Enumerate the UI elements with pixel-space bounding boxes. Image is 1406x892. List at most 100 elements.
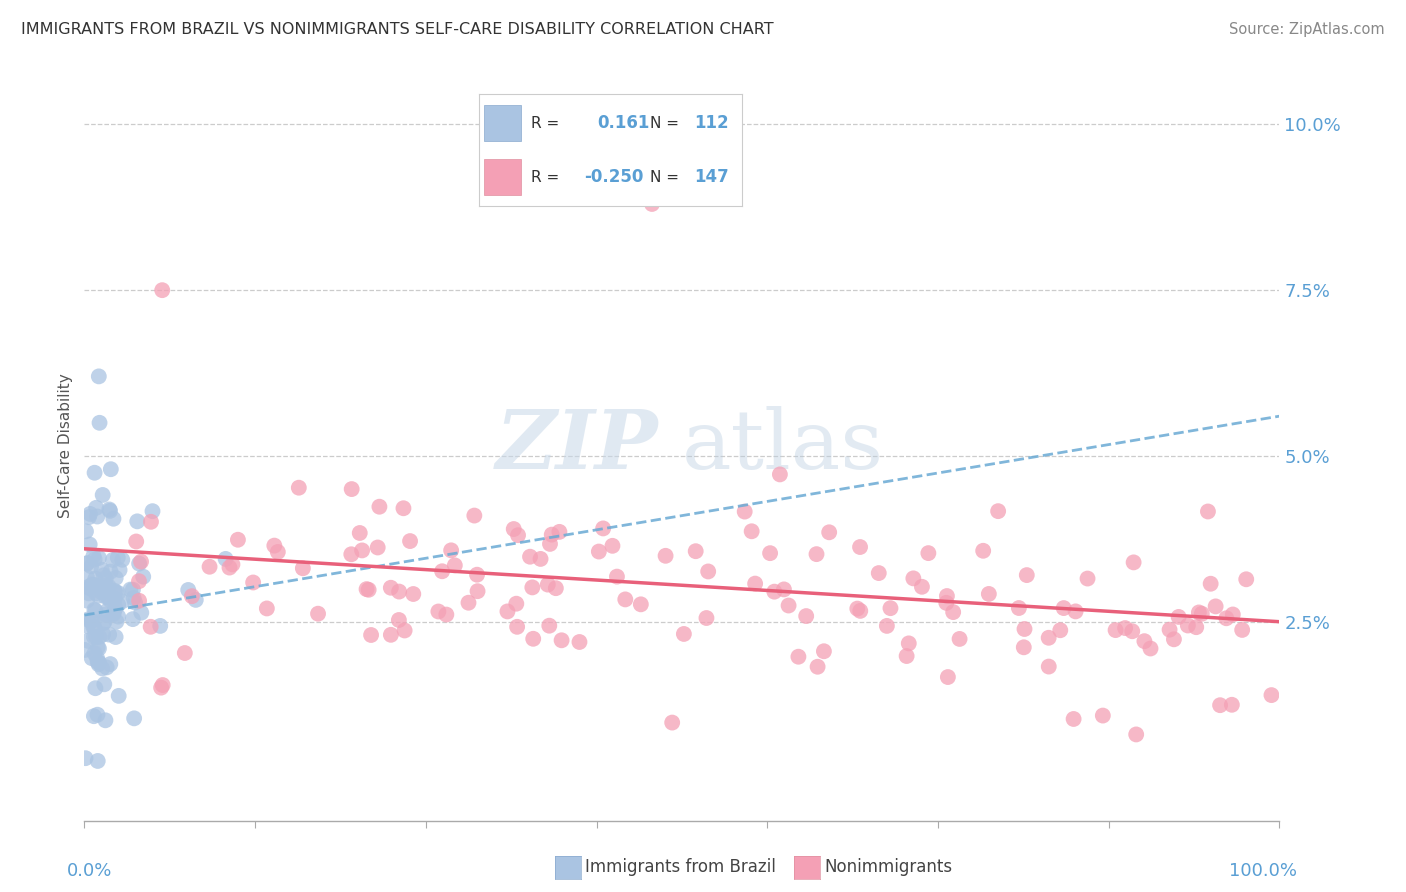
Point — [936, 670, 959, 684]
Point — [139, 515, 162, 529]
Point — [759, 546, 782, 560]
Point — [1222, 607, 1244, 622]
Point — [879, 601, 901, 615]
Point — [1230, 623, 1253, 637]
Point — [127, 514, 149, 528]
Point — [77, 633, 100, 648]
Point — [173, 646, 195, 660]
Point — [76, 557, 98, 571]
Point — [380, 581, 402, 595]
Point — [121, 612, 143, 626]
Point — [122, 591, 145, 605]
Point — [94, 607, 117, 622]
Point — [987, 504, 1010, 518]
Point — [198, 559, 221, 574]
Point — [291, 561, 314, 575]
Point — [1159, 623, 1181, 637]
Point — [129, 555, 152, 569]
Point — [108, 563, 131, 577]
Point — [357, 582, 380, 597]
Point — [1234, 572, 1257, 586]
Point — [1199, 576, 1222, 591]
Point — [388, 584, 411, 599]
Point — [77, 510, 100, 524]
Point — [84, 500, 107, 515]
Point — [75, 751, 97, 765]
Point — [97, 580, 120, 594]
Point — [79, 537, 101, 551]
Point — [91, 661, 114, 675]
Point — [83, 578, 105, 592]
Point — [868, 566, 890, 580]
Point — [537, 577, 560, 591]
Point — [519, 549, 541, 564]
Point — [349, 526, 371, 541]
Point — [98, 627, 121, 641]
Point — [80, 559, 103, 574]
Point — [96, 603, 118, 617]
Text: Nonimmigrants: Nonimmigrants — [824, 858, 952, 877]
Point — [218, 560, 240, 574]
Point — [76, 619, 98, 633]
Point — [465, 567, 488, 582]
Point — [83, 709, 105, 723]
Point — [120, 582, 142, 597]
Point — [1012, 640, 1035, 655]
Point — [388, 613, 411, 627]
Point — [122, 711, 145, 725]
Point — [83, 603, 105, 617]
Point — [550, 633, 572, 648]
Point — [89, 630, 111, 644]
Point — [505, 597, 527, 611]
Point — [1205, 599, 1227, 614]
Text: Immigrants from Brazil: Immigrants from Brazil — [585, 858, 776, 877]
Point — [806, 547, 828, 561]
Point — [849, 604, 872, 618]
Point — [440, 543, 463, 558]
Point — [139, 620, 162, 634]
Point — [1014, 622, 1036, 636]
Point — [83, 466, 105, 480]
Text: ZIP: ZIP — [495, 406, 658, 486]
Point — [149, 619, 172, 633]
Point — [496, 604, 519, 618]
Point — [1167, 610, 1189, 624]
Point — [84, 681, 107, 696]
Point — [641, 197, 664, 211]
Point — [606, 569, 628, 583]
Point — [97, 591, 120, 605]
Point — [427, 605, 450, 619]
Point — [87, 657, 110, 672]
Point — [107, 550, 129, 565]
Point — [502, 522, 524, 536]
Point — [91, 627, 114, 641]
Point — [103, 606, 125, 620]
Point — [76, 557, 98, 571]
Point — [87, 589, 110, 603]
Point — [903, 571, 925, 585]
Point — [91, 488, 114, 502]
Point — [93, 568, 115, 582]
Point — [794, 609, 817, 624]
Point — [402, 587, 425, 601]
Point — [538, 618, 561, 632]
Point — [79, 507, 101, 521]
Point — [98, 504, 121, 518]
Point — [86, 707, 108, 722]
Text: IMMIGRANTS FROM BRAZIL VS NONIMMIGRANTS SELF-CARE DISABILITY CORRELATION CHART: IMMIGRANTS FROM BRAZIL VS NONIMMIGRANTS … — [21, 22, 773, 37]
Point — [340, 482, 363, 496]
Point — [75, 524, 97, 539]
Point — [1053, 601, 1076, 615]
Point — [94, 578, 117, 592]
Point — [141, 504, 163, 518]
Point — [818, 525, 841, 540]
Point — [661, 715, 683, 730]
Point — [592, 521, 614, 535]
Point — [1122, 555, 1144, 569]
Point — [773, 582, 796, 597]
Point — [787, 649, 810, 664]
Point — [588, 544, 610, 558]
Point — [807, 659, 830, 673]
Point — [540, 527, 562, 541]
Point — [602, 539, 624, 553]
